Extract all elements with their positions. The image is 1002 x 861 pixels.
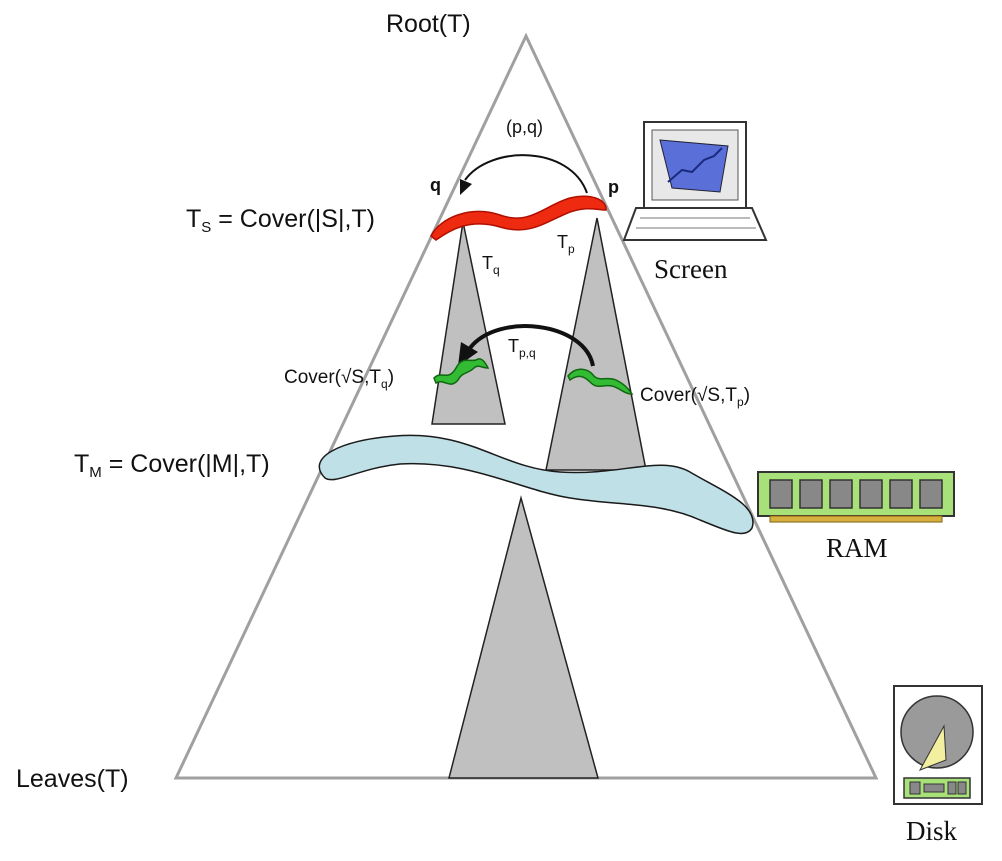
screen-label: Screen: [654, 254, 728, 284]
q-label: q: [430, 175, 441, 195]
tq-label: Tq: [482, 253, 500, 277]
p-label: p: [608, 177, 619, 197]
ram-device: [757, 471, 955, 523]
ram-label: RAM: [826, 533, 888, 563]
cover-q-label: Cover(√S,Tq): [284, 367, 394, 391]
screen-display: [659, 139, 729, 193]
screen-graph: [667, 147, 723, 183]
subtree-cone-p: [545, 217, 647, 471]
laptop-base: [622, 207, 768, 241]
memory-cover-band: [318, 434, 754, 535]
cover-p-label: Cover(√S,Tp): [640, 385, 750, 409]
disk-device: [893, 685, 983, 805]
green-cover-p: [567, 368, 634, 395]
ts-label: TS = Cover(|S|,T): [186, 205, 375, 236]
screen-device: [622, 121, 768, 241]
disk-label: Disk: [906, 816, 958, 846]
tpq-label: Tp,q: [508, 336, 536, 360]
tp-label: Tp: [557, 232, 575, 256]
pq-arc: [464, 154, 588, 194]
subtree-cone-q: [431, 221, 506, 425]
pq-label: (p,q): [506, 117, 543, 137]
disk-arm: [918, 724, 947, 771]
ram-pins: [769, 515, 943, 523]
tm-label: TM = Cover(|M|,T): [74, 450, 270, 481]
tpq-arc: [468, 324, 595, 367]
screen-cover-band: [430, 195, 607, 241]
pq-arrowhead: [460, 179, 472, 195]
disk-platter: [900, 695, 974, 769]
root-label: Root(T): [386, 10, 471, 38]
subtree-cone-disk: [448, 495, 599, 779]
tpq-arrowhead: [458, 342, 478, 366]
leaves-label: Leaves(T): [16, 765, 129, 793]
green-cover-q: [433, 358, 490, 385]
